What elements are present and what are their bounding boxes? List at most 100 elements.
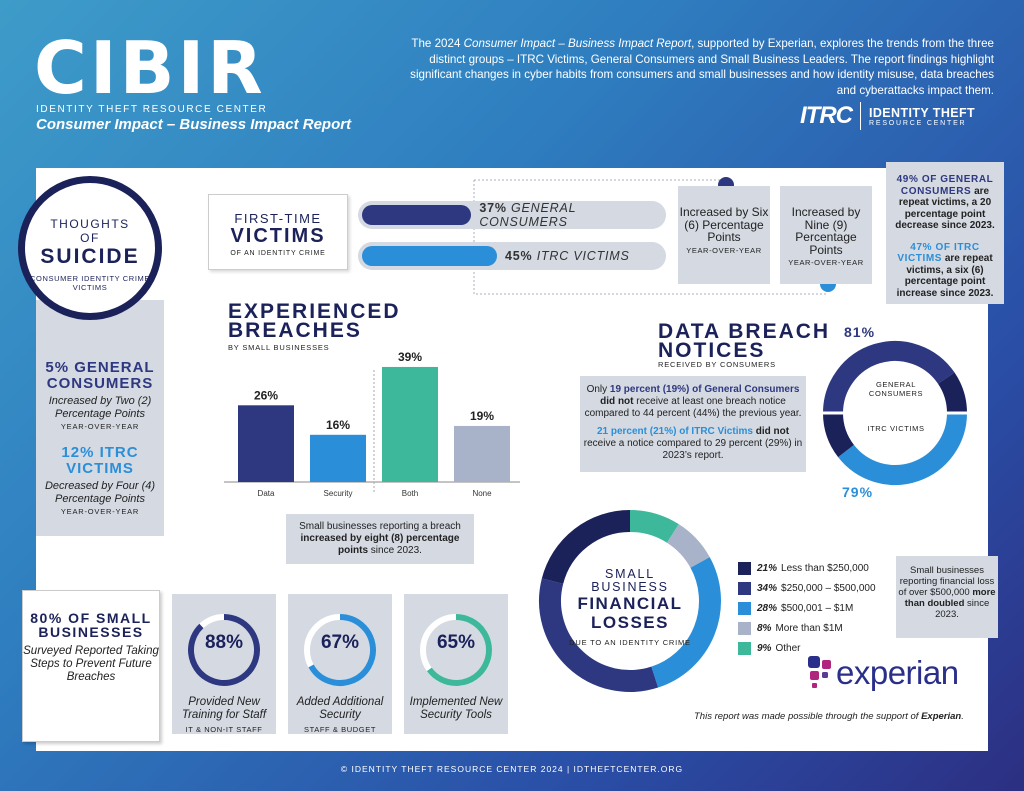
repeat1-cap: 49% OF GENERAL CONSUMERS bbox=[896, 174, 994, 197]
loss-slice bbox=[666, 524, 710, 569]
ftv-line2: VICTIMS bbox=[230, 225, 326, 247]
legend-label: $500,001 – $1M bbox=[781, 602, 854, 614]
measure-arc bbox=[308, 614, 376, 686]
losses-center-label: SMALL BUSINESS FINANCIAL LOSSES DUE TO A… bbox=[569, 567, 691, 648]
bar2-pct: 45% bbox=[505, 249, 533, 263]
inc1-text: Increased by Six (6) Percentage Points bbox=[679, 205, 769, 244]
legend-swatch bbox=[738, 581, 751, 595]
experian-logo: experian bbox=[808, 654, 959, 692]
legend-swatch bbox=[738, 621, 751, 635]
small-business-measures-box: 80% OF SMALL BUSINESSES Surveyed Reporte… bbox=[22, 590, 160, 742]
notices-text-box: Only 19 percent (19%) of General Consume… bbox=[580, 376, 806, 472]
ring-itrc-rest bbox=[823, 412, 855, 458]
legend-pct: 28% bbox=[757, 602, 778, 614]
breaches-title: EXPERIENCED BREACHES bbox=[228, 300, 401, 342]
category-label: Security bbox=[324, 489, 353, 498]
bar-none bbox=[454, 425, 510, 482]
legend-swatch bbox=[738, 601, 751, 615]
measure-pct: 65% bbox=[436, 632, 476, 653]
suicide-general-pct: 5% GENERAL CONSUMERS bbox=[45, 359, 155, 392]
measure-ring bbox=[188, 614, 260, 686]
loss-slice bbox=[629, 510, 679, 543]
category-label: None bbox=[472, 489, 492, 498]
bar-data bbox=[238, 405, 294, 482]
intro-text: The 2024 Consumer Impact – Business Impa… bbox=[410, 37, 994, 97]
legend-pct: 34% bbox=[757, 582, 778, 594]
itrc-logo: ITRC IDENTITY THEFT RESOURCE CENTER bbox=[800, 102, 975, 130]
measure-sub: STAFF & BUDGET bbox=[303, 725, 376, 734]
suicide-itrc-yoy: YEAR-OVER-YEAR bbox=[60, 507, 140, 516]
measure-card: 67% Added Additional Security STAFF & BUDG… bbox=[288, 594, 392, 734]
measure-label: Provided New Training for Staff bbox=[181, 696, 267, 721]
bar1-label: GENERAL CONSUMERS bbox=[479, 201, 577, 229]
ring-itrc-arc bbox=[838, 412, 967, 485]
measure-card: 65% Implemented New Security Tools bbox=[404, 594, 508, 734]
legend-item: 8% More than $1M bbox=[738, 618, 876, 638]
measure-sub: IT & NON-IT STAFF bbox=[185, 725, 263, 734]
losses-note: Small businesses reporting financial los… bbox=[896, 556, 998, 638]
measure-card: 88% Provided New Training for Staff IT & N… bbox=[172, 594, 276, 734]
ring-itrc-pct: 79% bbox=[842, 484, 874, 500]
itrc-name: IDENTITY THEFT bbox=[869, 105, 976, 120]
bar-security bbox=[310, 434, 366, 482]
bar-value-label: 26% bbox=[254, 388, 278, 402]
ring-general-label: GENERAL CONSUMERS bbox=[868, 380, 924, 398]
bar-itrc-victims: 45% ITRC VICTIMS bbox=[358, 242, 666, 270]
bar-general-fill bbox=[362, 205, 472, 225]
suicide-general-yoy: YEAR-OVER-YEAR bbox=[60, 422, 140, 431]
bar1-pct: 37% bbox=[479, 201, 507, 215]
legend-item: 34% $250,000 – $500,000 bbox=[738, 578, 876, 598]
repeat2-rest: are repeat victims, a six (6) percentage… bbox=[896, 253, 994, 299]
breaches-bar-chart: 26% Data 16% Security 39% Both 19% None bbox=[224, 350, 520, 498]
suicide-stats-column: 5% GENERAL CONSUMERS Increased by Two (2… bbox=[36, 300, 164, 536]
legend-label: More than $1M bbox=[775, 622, 843, 634]
category-label: Both bbox=[402, 489, 418, 498]
bar-value-label: 16% bbox=[326, 418, 350, 432]
measure-arc bbox=[188, 614, 260, 686]
category-label: Data bbox=[258, 489, 275, 498]
measures-headline: 80% OF SMALL BUSINESSES bbox=[30, 610, 152, 640]
cibir-logo: CIBIR bbox=[34, 26, 266, 110]
loss-slice bbox=[650, 557, 721, 688]
notices-subtitle: RECEIVED BY CONSUMERS bbox=[658, 360, 776, 369]
suicide-itrc-pct: 12% ITRC VICTIMS bbox=[61, 444, 139, 477]
inc2-yoy: YEAR-OVER-YEAR bbox=[788, 258, 864, 267]
suicide-circle: THOUGHTS OF SUICIDE CONSUMER IDENTITY CR… bbox=[18, 176, 162, 320]
experian-dots-icon bbox=[808, 656, 831, 688]
suicide-line2: OF bbox=[80, 231, 100, 245]
measure-arc bbox=[426, 614, 492, 686]
support-text: This report was made possible through th… bbox=[694, 711, 964, 722]
suicide-line1: THOUGHTS bbox=[50, 217, 130, 231]
measure-pct: 67% bbox=[320, 632, 360, 653]
legend-swatch bbox=[738, 641, 751, 655]
org-name: IDENTITY THEFT RESOURCE CENTER bbox=[36, 104, 268, 115]
inc2-text: Increased by Nine (9) Percentage Points bbox=[791, 205, 861, 257]
legend-pct: 21% bbox=[757, 562, 778, 574]
notices-title: DATA BREACH NOTICES bbox=[658, 320, 831, 362]
bar2-label: ITRC VICTIMS bbox=[536, 249, 630, 263]
bar-value-label: 19% bbox=[470, 409, 494, 423]
losses-donut-chart bbox=[539, 510, 721, 692]
legend-label: Less than $250,000 bbox=[781, 562, 869, 574]
legend-label: $250,000 – $500,000 bbox=[781, 582, 876, 594]
measures-desc: Surveyed Reported Taking Steps to Preven… bbox=[23, 645, 159, 683]
breaches-note: Small businesses reporting a breach incr… bbox=[286, 514, 474, 564]
ring-itrc-label: ITRC VICTIMS bbox=[867, 424, 925, 433]
legend-pct: 9% bbox=[757, 642, 772, 654]
ftv-line3: OF AN IDENTITY CRIME bbox=[230, 250, 326, 257]
experian-wordmark: experian bbox=[836, 654, 959, 691]
inc1-yoy: YEAR-OVER-YEAR bbox=[686, 245, 762, 255]
losses-legend: 21% Less than $250,000 34% $250,000 – $500,… bbox=[738, 558, 876, 658]
bar-value-label: 39% bbox=[398, 350, 422, 364]
measure-ring bbox=[420, 614, 492, 686]
suicide-line3: SUICIDE bbox=[40, 245, 140, 268]
legend-item: 28% $500,001 – $1M bbox=[738, 598, 876, 618]
legend-item: 21% Less than $250,000 bbox=[738, 558, 876, 578]
loss-slice bbox=[539, 578, 659, 692]
repeat2-cap: 47% OF ITRC VICTIMS bbox=[897, 241, 980, 265]
suicide-itrc-desc: Decreased by Four (4) Percentage Points bbox=[44, 480, 156, 505]
legend-swatch bbox=[738, 561, 751, 575]
suicide-sub: CONSUMER IDENTITY CRIME VICTIMS bbox=[30, 274, 150, 292]
bar-general-consumers: 37% GENERAL CONSUMERS bbox=[358, 201, 666, 229]
legend-pct: 8% bbox=[757, 622, 772, 634]
